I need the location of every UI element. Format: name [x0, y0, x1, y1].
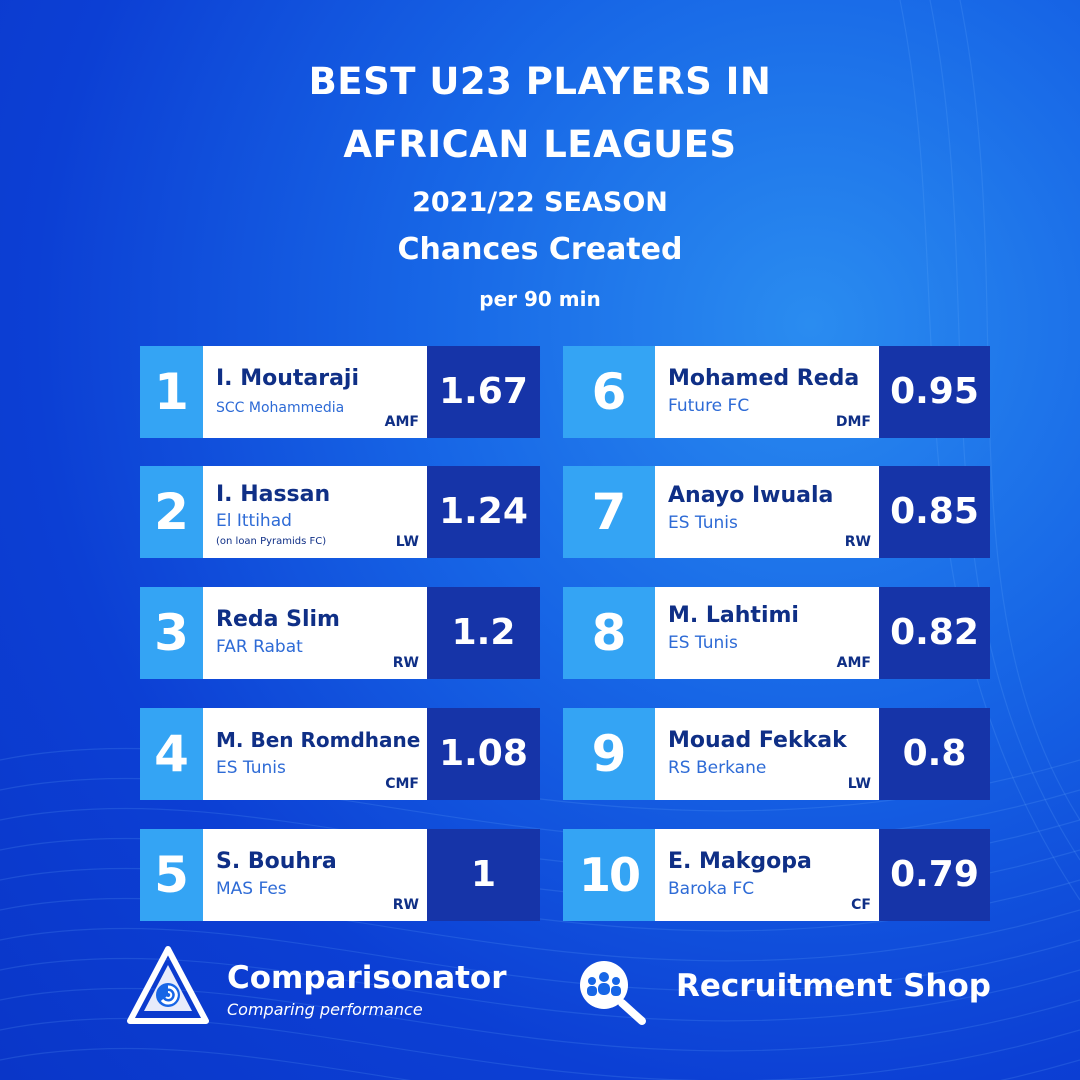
player-value: 0.95 — [879, 346, 990, 438]
season-label: 2021/22 SEASON — [412, 187, 668, 218]
metric-label: Chances Created — [397, 232, 683, 267]
brand-tagline: Comparing performance — [227, 1000, 423, 1019]
title-line-2: AFRICAN LEAGUES — [343, 123, 737, 166]
player-name: Mohamed Reda — [668, 366, 860, 391]
rank-number: 7 — [563, 466, 655, 558]
player-row-6: 6 Mohamed Reda Future FC DMF 0.95 — [563, 346, 990, 438]
player-name: M. Lahtimi — [668, 603, 799, 628]
player-value: 0.82 — [879, 587, 990, 679]
player-name: I. Hassan — [216, 482, 331, 507]
player-position: CMF — [385, 776, 419, 792]
rank-number: 2 — [140, 466, 203, 558]
player-name: I. Moutaraji — [216, 366, 360, 391]
player-info: S. Bouhra MAS Fes RW — [203, 829, 427, 921]
player-name: S. Bouhra — [216, 849, 337, 874]
player-position: LW — [395, 534, 419, 550]
player-position: AMF — [836, 655, 871, 671]
rank-number: 1 — [140, 346, 203, 438]
player-value: 0.79 — [879, 829, 990, 921]
player-info: Mohamed Reda Future FC DMF — [655, 346, 879, 438]
player-name: M. Ben Romdhane — [216, 728, 421, 752]
player-row-2: 2 I. Hassan El Ittihad (on loan Pyramids… — [140, 466, 540, 558]
player-row-5: 5 S. Bouhra MAS Fes RW 1 — [140, 829, 540, 921]
player-position: RW — [844, 534, 871, 550]
player-club: MAS Fes — [216, 879, 287, 899]
player-club: ES Tunis — [668, 633, 738, 653]
rank-number: 6 — [563, 346, 655, 438]
rank-number: 8 — [563, 587, 655, 679]
player-club: Baroka FC — [668, 879, 755, 899]
player-info: I. Moutaraji SCC Mohammedia AMF — [203, 346, 427, 438]
brand-name: Comparisonator — [227, 960, 507, 996]
player-row-4: 4 M. Ben Romdhane ES Tunis CMF 1.08 — [140, 708, 540, 800]
player-position: CF — [851, 897, 871, 913]
title-line-1: BEST U23 PLAYERS IN — [308, 60, 772, 103]
player-name: Mouad Fekkak — [668, 728, 847, 753]
player-info: Reda Slim FAR Rabat RW — [203, 587, 427, 679]
rank-number: 10 — [563, 829, 655, 921]
player-row-9: 9 Mouad Fekkak RS Berkane LW 0.8 — [563, 708, 990, 800]
player-position: DMF — [835, 414, 871, 430]
player-value: 1 — [427, 829, 540, 921]
player-club: ES Tunis — [216, 758, 286, 778]
player-value: 1.2 — [427, 587, 540, 679]
rank-number: 4 — [140, 708, 203, 800]
player-name: Anayo Iwuala — [668, 483, 834, 508]
player-value: 1.67 — [427, 346, 540, 438]
rank-number: 5 — [140, 829, 203, 921]
player-value: 1.08 — [427, 708, 540, 800]
player-row-1: 1 I. Moutaraji SCC Mohammedia AMF 1.67 — [140, 346, 540, 438]
player-row-3: 3 Reda Slim FAR Rabat RW 1.2 — [140, 587, 540, 679]
player-row-7: 7 Anayo Iwuala ES Tunis RW 0.85 — [563, 466, 990, 558]
player-club: Future FC — [668, 396, 750, 416]
player-position: RW — [392, 897, 419, 913]
player-club: ES Tunis — [668, 513, 738, 533]
people-magnifier-icon — [580, 961, 646, 1025]
rank-number: 9 — [563, 708, 655, 800]
unit-label: per 90 min — [479, 287, 601, 311]
player-row-8: 8 M. Lahtimi ES Tunis AMF 0.82 — [563, 587, 990, 679]
player-position: AMF — [384, 414, 419, 430]
player-info: M. Lahtimi ES Tunis AMF — [655, 587, 879, 679]
player-value: 0.85 — [879, 466, 990, 558]
comparisonator-logo-icon — [127, 946, 209, 1024]
player-name: Reda Slim — [216, 607, 340, 632]
recruitment-shop-label: Recruitment Shop — [676, 968, 991, 1004]
rank-number: 3 — [140, 587, 203, 679]
player-info: I. Hassan El Ittihad (on loan Pyramids F… — [203, 466, 427, 558]
player-club: El Ittihad — [216, 511, 292, 531]
player-loan-note: (on loan Pyramids FC) — [216, 536, 327, 547]
player-info: E. Makgopa Baroka FC CF — [655, 829, 879, 921]
player-info: Mouad Fekkak RS Berkane LW — [655, 708, 879, 800]
player-position: LW — [847, 776, 871, 792]
player-club: SCC Mohammedia — [216, 400, 345, 416]
player-position: RW — [392, 655, 419, 671]
player-value: 0.8 — [879, 708, 990, 800]
player-value: 1.24 — [427, 466, 540, 558]
player-info: M. Ben Romdhane ES Tunis CMF — [203, 708, 427, 800]
player-club: RS Berkane — [668, 758, 767, 778]
player-club: FAR Rabat — [216, 637, 303, 657]
player-name: E. Makgopa — [668, 849, 812, 874]
player-info: Anayo Iwuala ES Tunis RW — [655, 466, 879, 558]
player-row-10: 10 E. Makgopa Baroka FC CF 0.79 — [563, 829, 990, 921]
